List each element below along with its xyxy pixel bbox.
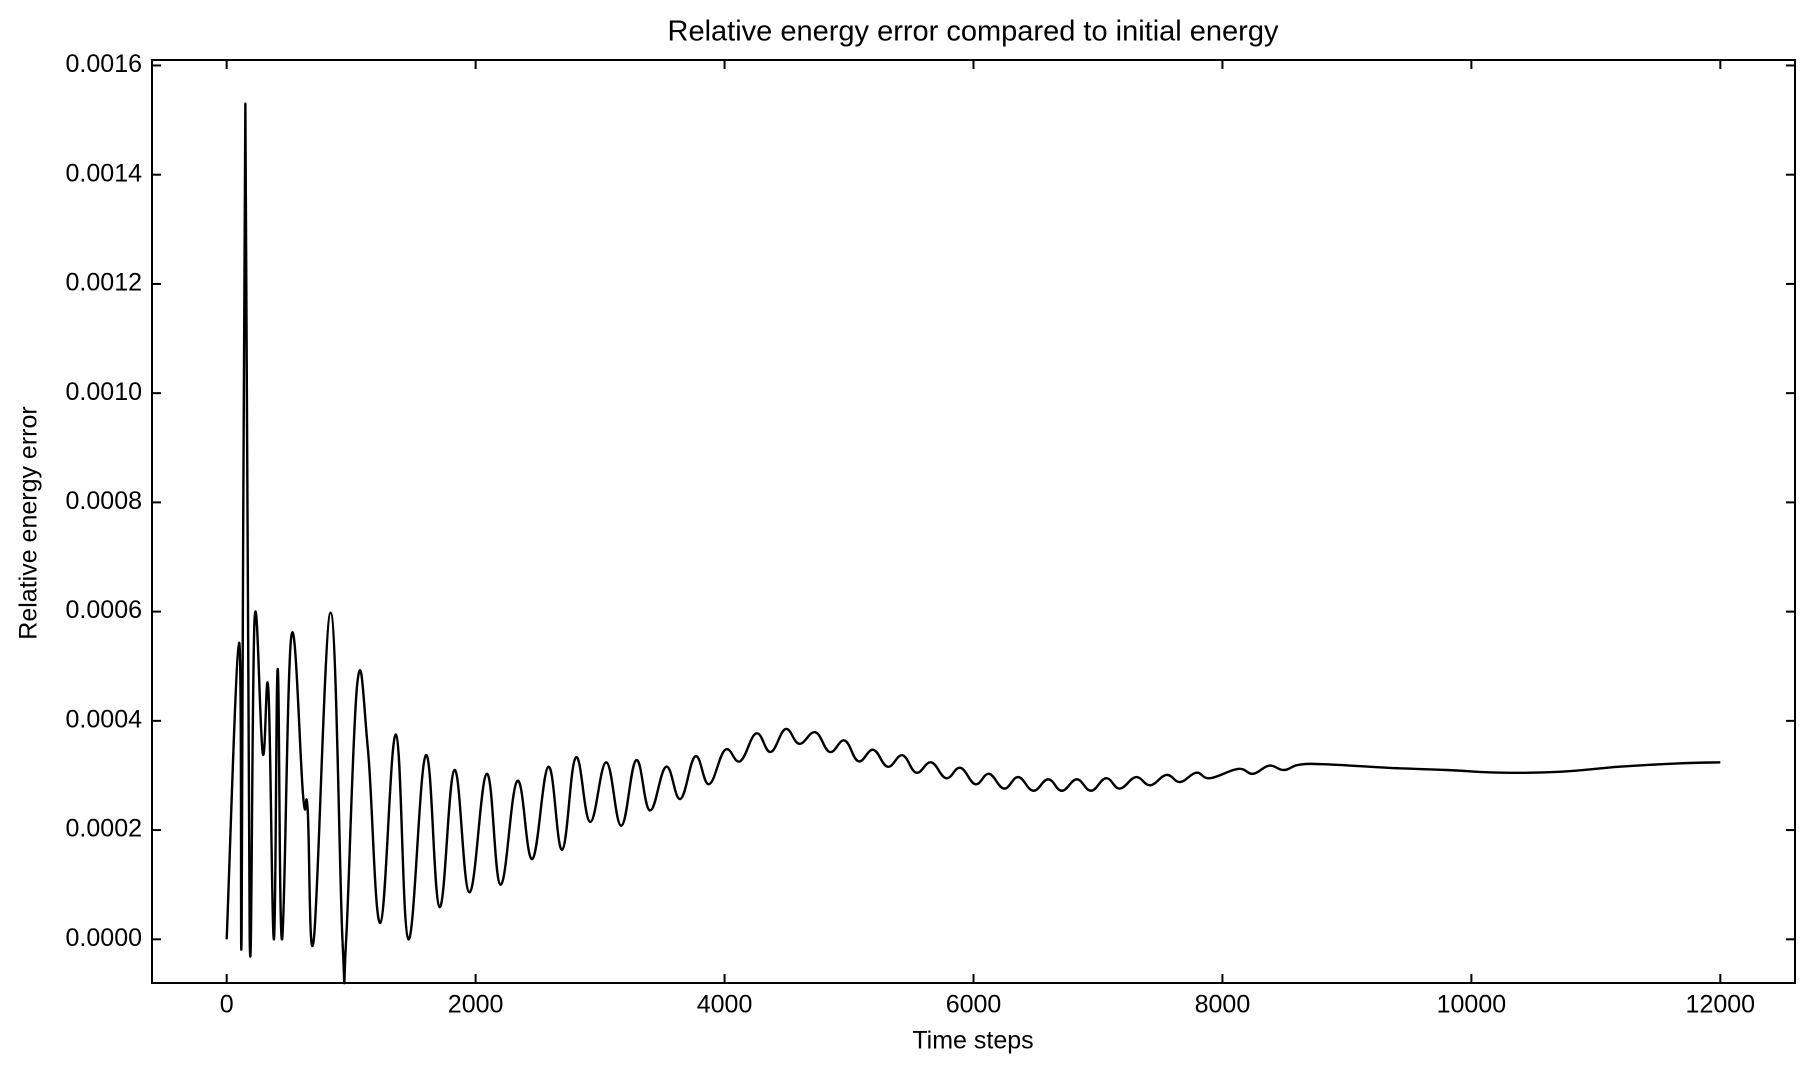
data-line [225, 102, 1721, 985]
x-axis-label: Time steps [912, 1027, 1033, 1055]
chart-title: Relative energy error compared to initia… [668, 16, 1279, 48]
y-tick-label: 0.0006 [66, 596, 142, 624]
plot-frame [151, 59, 1796, 984]
x-tick-label: 0 [220, 991, 234, 1019]
x-tick-label: 4000 [697, 991, 753, 1019]
y-tick-label: 0.0010 [66, 378, 142, 406]
y-tick-label: 0.0004 [66, 705, 143, 733]
x-tick-label: 6000 [946, 991, 1002, 1019]
y-axis-label: Relative energy error [15, 406, 43, 639]
x-tick-label: 10000 [1437, 991, 1507, 1019]
y-tick-label: 0.0000 [66, 924, 142, 952]
y-tick-label: 0.0002 [66, 815, 142, 843]
y-tick-label: 0.0008 [66, 487, 142, 515]
x-tick-label: 2000 [448, 991, 504, 1019]
y-tick-label: 0.0012 [66, 269, 142, 297]
y-tick-label: 0.0014 [66, 159, 143, 187]
x-tick-label: 8000 [1195, 991, 1251, 1019]
y-tick-label: 0.0016 [66, 50, 142, 78]
x-tick-label: 12000 [1686, 991, 1756, 1019]
